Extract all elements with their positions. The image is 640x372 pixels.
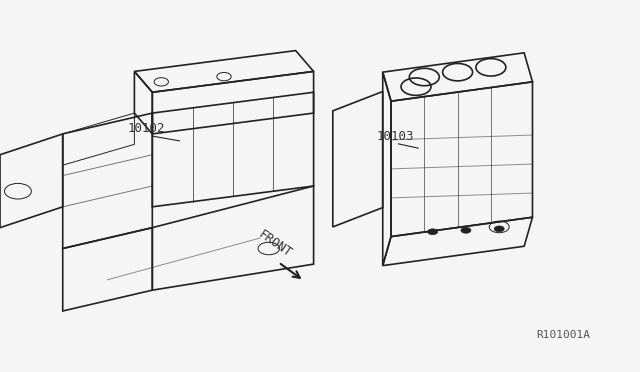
Circle shape bbox=[461, 227, 471, 233]
Text: 10103: 10103 bbox=[376, 129, 414, 142]
Circle shape bbox=[428, 229, 438, 235]
Circle shape bbox=[494, 226, 504, 232]
Text: R101001A: R101001A bbox=[536, 330, 590, 340]
Text: FRONT: FRONT bbox=[256, 228, 294, 260]
Text: 10102: 10102 bbox=[128, 122, 166, 135]
